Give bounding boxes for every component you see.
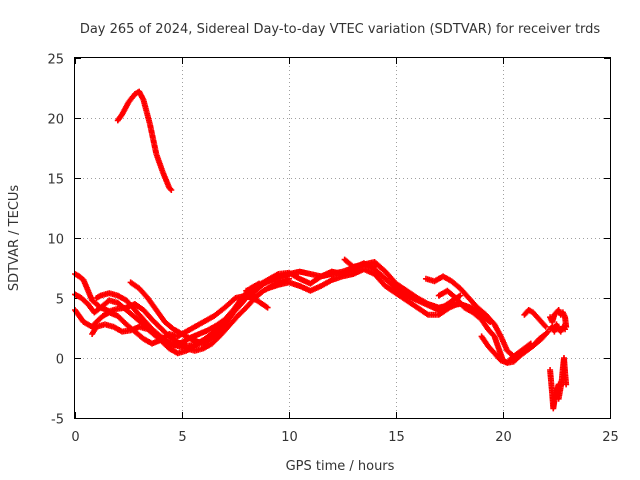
y-tick-label: 20 xyxy=(47,113,64,128)
data-point xyxy=(542,323,549,330)
data-point xyxy=(457,292,464,299)
y-tick-label: 25 xyxy=(47,53,64,68)
y-tick-label: -5 xyxy=(51,413,64,428)
series-arc-1 xyxy=(114,88,175,193)
series-arc-13 xyxy=(478,331,549,366)
y-tick-label: 15 xyxy=(47,173,64,188)
x-tick-label: 10 xyxy=(281,430,298,445)
data-point xyxy=(541,322,548,329)
data-point xyxy=(542,331,549,337)
series-arc-9 xyxy=(264,266,464,318)
x-tick-label: 15 xyxy=(388,430,405,445)
data-point xyxy=(562,326,569,333)
chart-title: Day 265 of 2024, Sidereal Day-to-day VTE… xyxy=(80,22,601,37)
series-arc-12 xyxy=(435,287,534,366)
y-axis-label: SDTVAR / TECUs xyxy=(7,185,22,292)
data-point xyxy=(264,304,271,311)
x-tick-label: 20 xyxy=(495,430,512,445)
x-tick-label: 5 xyxy=(178,430,186,445)
y-tick-labels: -5 0 5 10 15 20 25 xyxy=(47,53,64,428)
y-tick-label: 10 xyxy=(47,233,64,248)
data-points xyxy=(72,88,570,412)
series-arc-16 xyxy=(547,321,569,335)
series-arc-14 xyxy=(521,307,549,330)
x-tick-label: 25 xyxy=(602,430,619,445)
series-arc-17 xyxy=(547,367,562,412)
plot-frame xyxy=(74,57,611,419)
data-point xyxy=(168,187,175,193)
x-axis-label: GPS time / hours xyxy=(286,459,395,474)
data-point xyxy=(563,381,570,388)
series-arc-10 xyxy=(341,256,494,325)
x-tick-labels: 0 5 10 15 20 25 xyxy=(71,430,618,445)
y-tick-label: 5 xyxy=(56,293,64,308)
grid-lines xyxy=(75,58,610,418)
y-tick-label: 0 xyxy=(56,353,64,368)
series-arc-18 xyxy=(555,355,570,402)
x-tick-label: 0 xyxy=(71,430,79,445)
